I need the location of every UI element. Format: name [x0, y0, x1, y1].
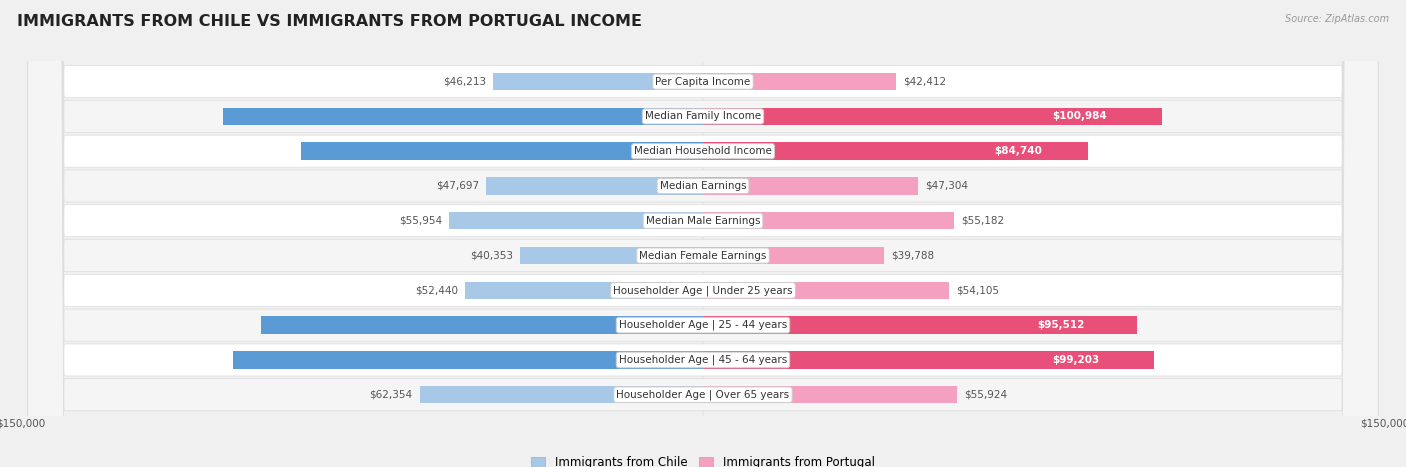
Text: $39,788: $39,788 — [890, 251, 934, 261]
FancyBboxPatch shape — [28, 0, 1378, 467]
FancyBboxPatch shape — [28, 0, 1378, 467]
Bar — [703, 212, 953, 229]
Bar — [262, 317, 703, 334]
Text: $47,304: $47,304 — [925, 181, 967, 191]
Bar — [703, 177, 918, 195]
Text: Source: ZipAtlas.com: Source: ZipAtlas.com — [1285, 14, 1389, 24]
Bar — [449, 212, 703, 229]
Text: Householder Age | 45 - 64 years: Householder Age | 45 - 64 years — [619, 355, 787, 365]
Text: $105,655: $105,655 — [645, 112, 700, 121]
Bar — [703, 73, 896, 90]
Text: $46,213: $46,213 — [443, 77, 486, 86]
Text: $55,924: $55,924 — [965, 390, 1007, 400]
FancyBboxPatch shape — [28, 0, 1378, 467]
FancyBboxPatch shape — [28, 0, 1378, 467]
Text: Householder Age | Under 25 years: Householder Age | Under 25 years — [613, 285, 793, 296]
Text: $42,412: $42,412 — [903, 77, 946, 86]
Bar — [494, 73, 703, 90]
Text: $52,440: $52,440 — [415, 285, 458, 295]
Bar — [703, 351, 1154, 368]
Text: $55,954: $55,954 — [399, 216, 441, 226]
Text: $88,388: $88,388 — [655, 146, 702, 156]
Text: $62,354: $62,354 — [370, 390, 413, 400]
Text: $100,984: $100,984 — [1052, 112, 1107, 121]
Text: $54,105: $54,105 — [956, 285, 998, 295]
Text: Median Male Earnings: Median Male Earnings — [645, 216, 761, 226]
Bar — [703, 108, 1163, 125]
Bar — [703, 247, 884, 264]
FancyBboxPatch shape — [28, 0, 1378, 467]
Bar — [233, 351, 703, 368]
Text: Householder Age | Over 65 years: Householder Age | Over 65 years — [616, 389, 790, 400]
Text: $97,159: $97,159 — [650, 320, 697, 330]
Bar — [464, 282, 703, 299]
Text: IMMIGRANTS FROM CHILE VS IMMIGRANTS FROM PORTUGAL INCOME: IMMIGRANTS FROM CHILE VS IMMIGRANTS FROM… — [17, 14, 643, 29]
FancyBboxPatch shape — [28, 0, 1378, 467]
Text: $55,182: $55,182 — [960, 216, 1004, 226]
Bar — [703, 282, 949, 299]
Bar — [222, 108, 703, 125]
Bar — [703, 386, 957, 403]
Text: Median Family Income: Median Family Income — [645, 112, 761, 121]
Text: Per Capita Income: Per Capita Income — [655, 77, 751, 86]
Text: $95,512: $95,512 — [1038, 320, 1085, 330]
Text: Median Female Earnings: Median Female Earnings — [640, 251, 766, 261]
Text: $99,203: $99,203 — [1053, 355, 1099, 365]
Text: $103,412: $103,412 — [647, 355, 702, 365]
Text: $84,740: $84,740 — [994, 146, 1042, 156]
Bar — [419, 386, 703, 403]
FancyBboxPatch shape — [28, 0, 1378, 467]
Bar — [703, 317, 1137, 334]
Bar — [520, 247, 703, 264]
Text: $47,697: $47,697 — [436, 181, 479, 191]
Bar — [703, 142, 1088, 160]
Text: Median Household Income: Median Household Income — [634, 146, 772, 156]
Text: $40,353: $40,353 — [470, 251, 513, 261]
FancyBboxPatch shape — [28, 0, 1378, 467]
Text: Householder Age | 25 - 44 years: Householder Age | 25 - 44 years — [619, 320, 787, 331]
Bar — [486, 177, 703, 195]
FancyBboxPatch shape — [28, 0, 1378, 467]
Bar — [301, 142, 703, 160]
Text: Median Earnings: Median Earnings — [659, 181, 747, 191]
Legend: Immigrants from Chile, Immigrants from Portugal: Immigrants from Chile, Immigrants from P… — [526, 451, 880, 467]
FancyBboxPatch shape — [28, 0, 1378, 467]
